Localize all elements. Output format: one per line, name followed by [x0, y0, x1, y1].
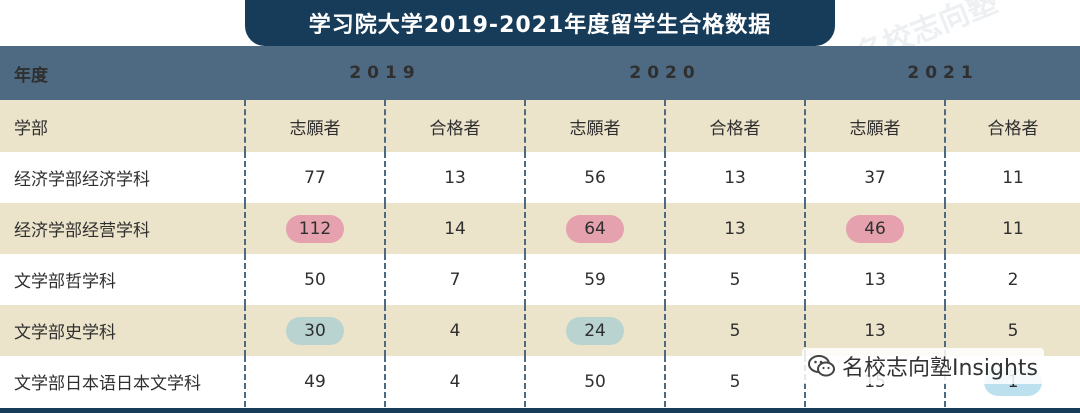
- subheader-row: 学部 志願者 合格者 志願者 合格者 志願者 合格者: [0, 100, 1080, 152]
- value-cell: 4: [383, 305, 526, 356]
- highlight-pill: 46: [846, 214, 905, 243]
- value-cell: 37: [804, 152, 946, 203]
- value-cell: 112: [244, 203, 385, 254]
- year-2019: 2019: [243, 46, 526, 100]
- table-row: 经济学部经济学科 77 13 56 13 37 11: [0, 152, 1080, 203]
- value-cell: 13: [664, 203, 806, 254]
- value-cell: 59: [524, 254, 666, 305]
- value-cell: 13: [804, 254, 946, 305]
- value-cell: 50: [524, 356, 666, 407]
- value-cell: 5: [944, 305, 1080, 356]
- value-cell: 11: [944, 203, 1080, 254]
- table-row: 文学部史学科 30 4 24 5 13 5: [0, 305, 1080, 356]
- value-cell: 5: [664, 356, 806, 407]
- bottom-bar: [0, 408, 1080, 413]
- applicants-label: 志願者: [804, 100, 946, 152]
- dept-name: 经济学部经济学科: [14, 170, 150, 190]
- dept-name: 经济学部经营学科: [0, 203, 245, 254]
- highlight-pill: 64: [566, 214, 625, 243]
- value-cell: 30: [244, 305, 385, 356]
- applicants-label: 志願者: [244, 100, 385, 152]
- value-cell: 4: [383, 356, 526, 407]
- table-row: 经济学部经营学科 112 14 64 13 46 11: [0, 203, 1080, 254]
- value-cell: 13: [804, 305, 946, 356]
- value-cell: 24: [524, 305, 666, 356]
- passed-label: 合格者: [383, 100, 526, 152]
- value-cell: 13: [383, 152, 526, 203]
- dept-name: 文学部史学科: [0, 305, 245, 356]
- value-cell: 64: [524, 203, 666, 254]
- table-title: 学习院大学2019-2021年度留学生合格数据: [245, 0, 835, 46]
- wechat-icon: [807, 354, 836, 378]
- table-row: 文学部哲学科 50 7 59 5 13 2: [0, 254, 1080, 305]
- year-2020: 2020: [524, 46, 806, 100]
- value-cell: 5: [664, 254, 806, 305]
- applicants-label: 志願者: [524, 100, 666, 152]
- value-cell: 77: [244, 152, 385, 203]
- year-2021: 2021: [804, 46, 1080, 100]
- year-label: 年度: [0, 46, 245, 100]
- value-cell: 46: [804, 203, 946, 254]
- dept-name: 文学部日本语日本文学科: [14, 374, 201, 394]
- value-cell: 13: [664, 152, 806, 203]
- value-cell: 7: [383, 254, 526, 305]
- value-cell: 56: [524, 152, 666, 203]
- brand-badge: 名校志向塾Insights: [801, 348, 1044, 384]
- year-header-row: 年度 2019 2020 2021: [0, 46, 1080, 100]
- value-cell: 11: [944, 152, 1080, 203]
- dept-name: 文学部哲学科: [14, 272, 116, 292]
- value-cell: 50: [244, 254, 385, 305]
- dept-label: 学部: [0, 100, 245, 152]
- highlight-pill: 112: [286, 214, 344, 243]
- value-cell: 14: [383, 203, 526, 254]
- value-cell: 5: [664, 305, 806, 356]
- passed-label: 合格者: [944, 100, 1080, 152]
- value-cell: 49: [244, 356, 385, 407]
- highlight-pill: 24: [566, 316, 625, 345]
- passed-label: 合格者: [664, 100, 806, 152]
- brand-name: 名校志向塾Insights: [841, 356, 1038, 381]
- highlight-pill: 30: [286, 316, 344, 345]
- value-cell: 2: [944, 254, 1080, 305]
